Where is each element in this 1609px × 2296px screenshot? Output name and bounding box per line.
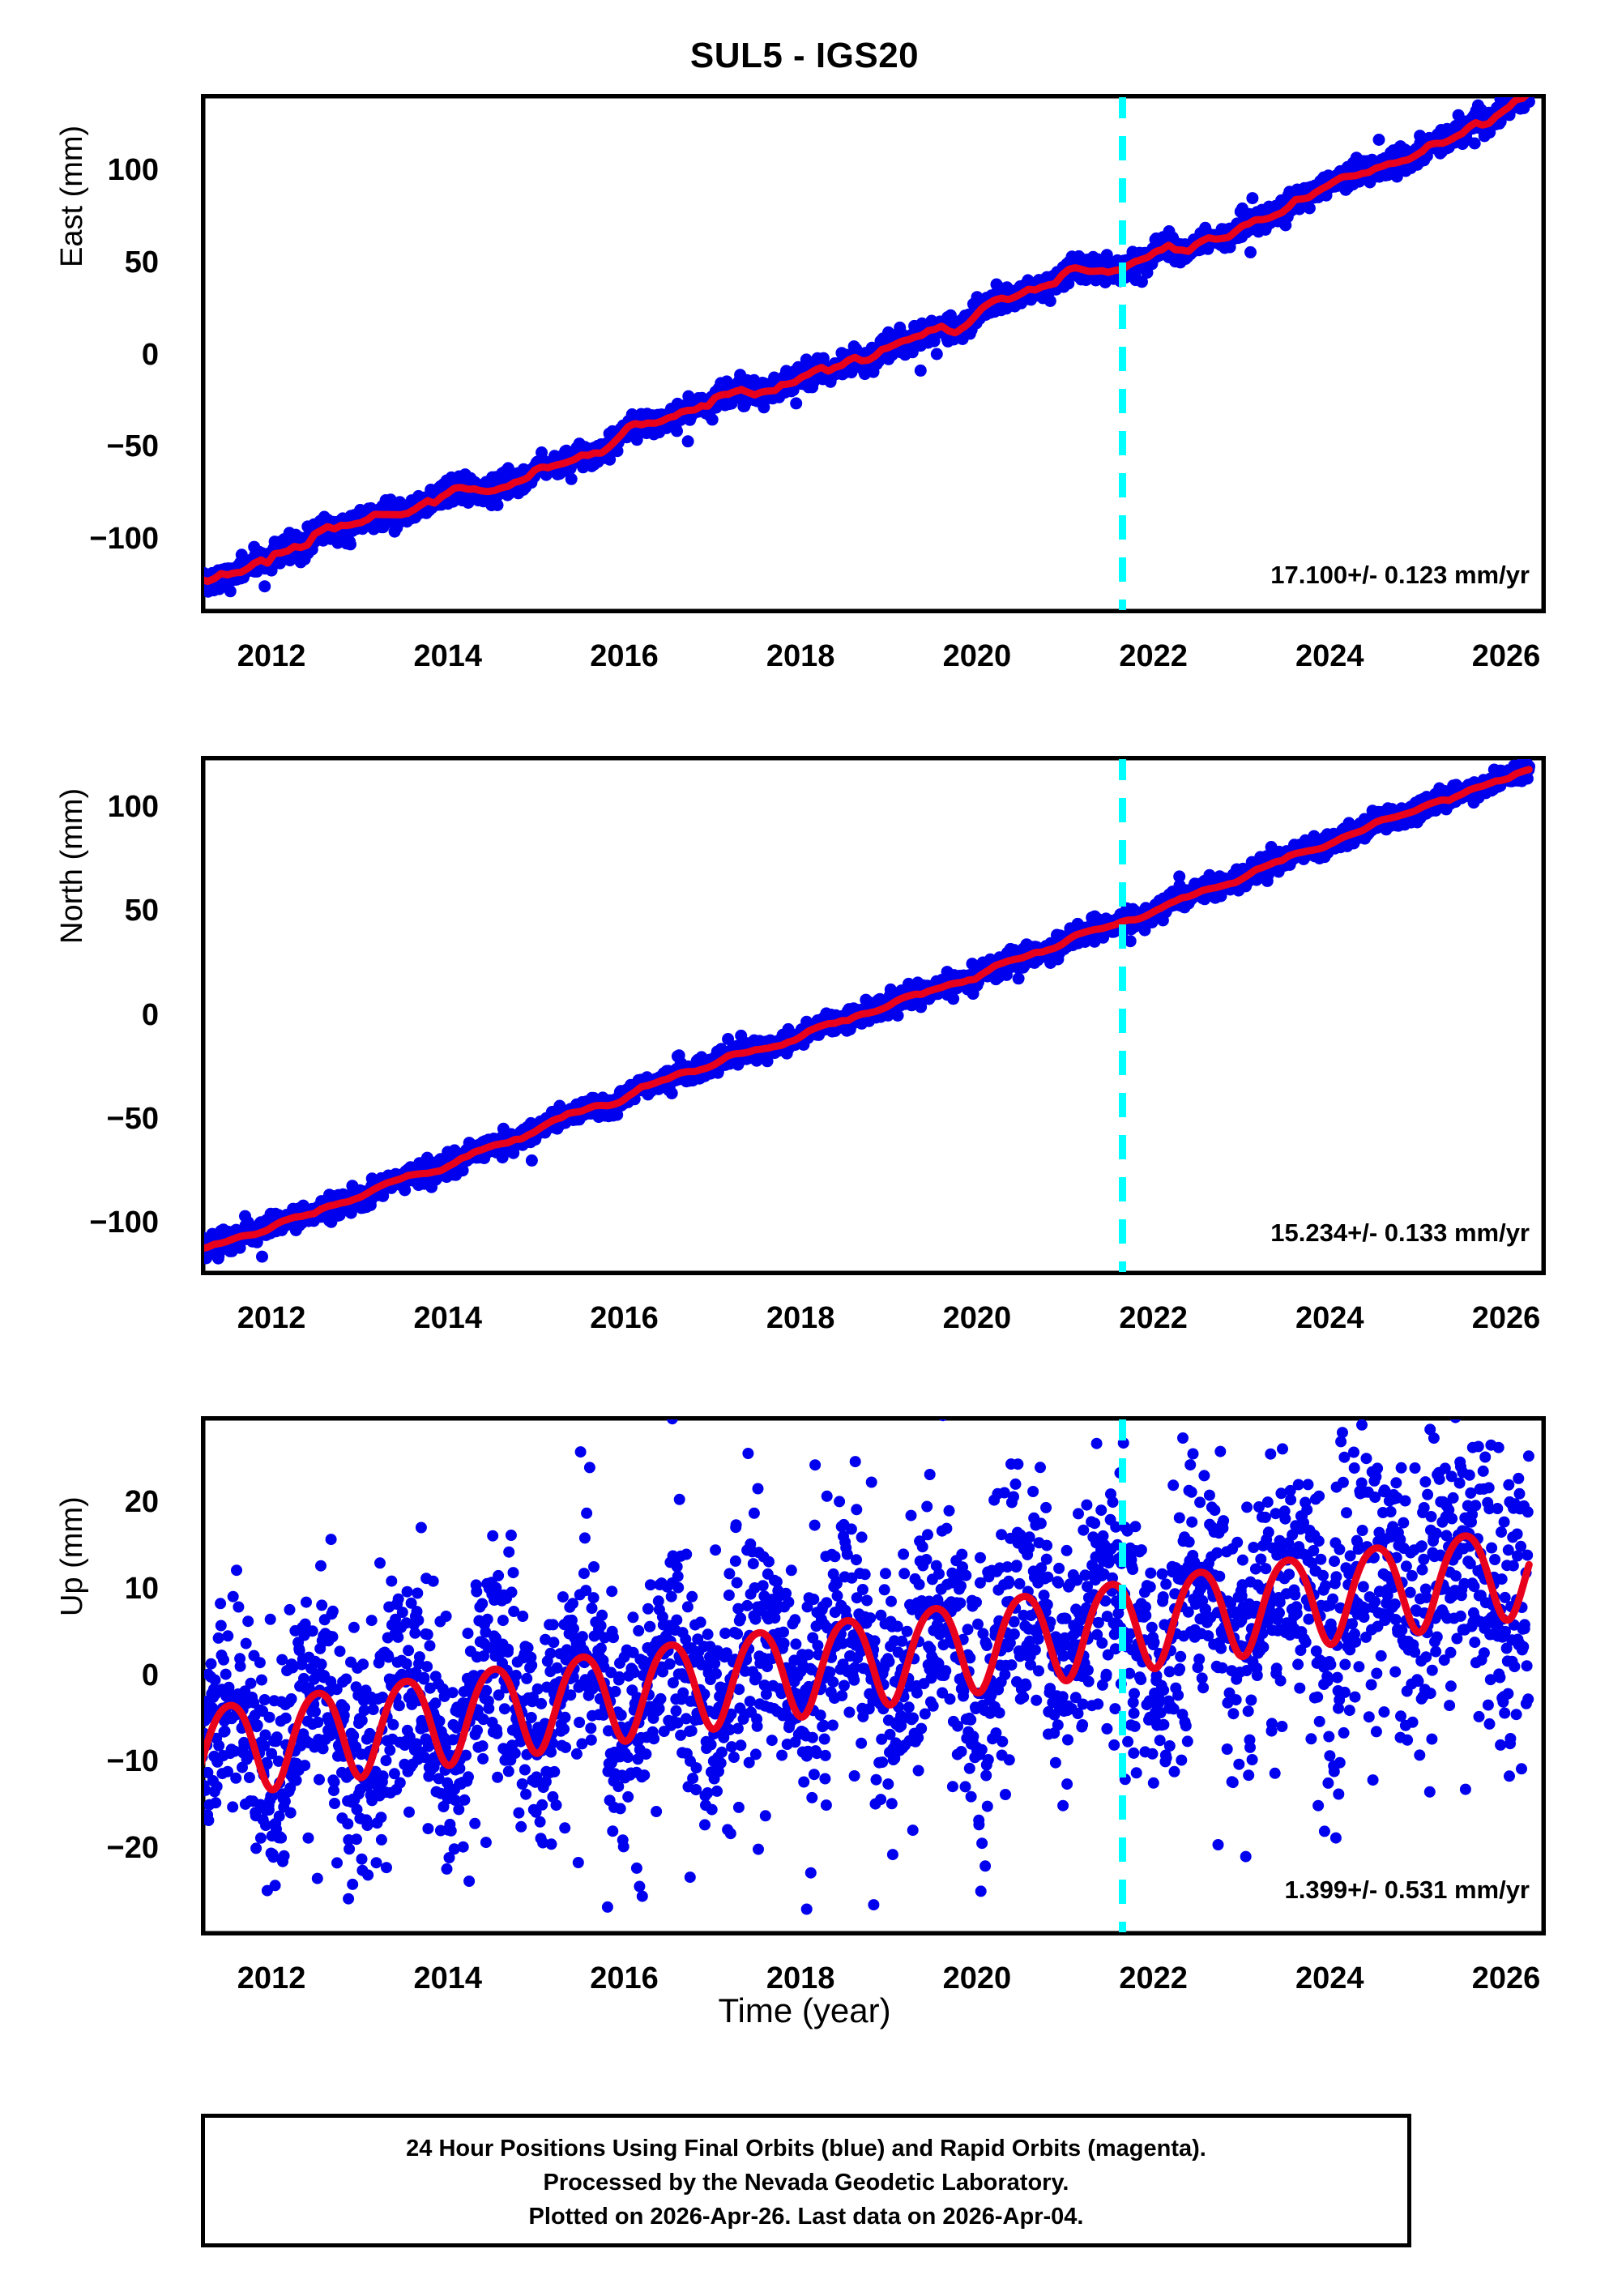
xtick-label: 2014 [383,639,513,674]
xtick-label: 2020 [912,639,1042,674]
xtick-label: 2026 [1441,639,1571,674]
xtick-label: 2024 [1265,1301,1394,1336]
ytick-label: 50 [0,894,159,928]
panel-east-rate-label: 17.100+/- 0.123 mm/yr [1060,561,1530,590]
footer-line-2: Processed by the Nevada Geodetic Laborat… [205,2171,1407,2195]
data-layer [201,94,1535,613]
ytick-label: 10 [0,1572,159,1607]
xtick-label: 2018 [736,1301,865,1336]
panel-up [201,1416,1546,1935]
panel-up-plot [201,1416,1546,1935]
xtick-label: 2022 [1089,1301,1218,1336]
panel-up-rate-label: 1.399+/- 0.531 mm/yr [1060,1876,1530,1905]
data-layer [201,1416,1534,1935]
ytick-label: −20 [0,1831,159,1866]
xtick-label: 2026 [1441,1301,1571,1336]
panel-north-plot [201,756,1546,1275]
xtick-label: 2012 [207,639,336,674]
x-axis-title: Time (year) [0,1991,1609,2030]
ytick-label: 100 [0,153,159,188]
ytick-label: −10 [0,1744,159,1779]
xtick-label: 2014 [383,1301,513,1336]
ytick-label: 0 [0,998,159,1033]
xtick-label: 2016 [559,639,689,674]
footer-line-1: 24 Hour Positions Using Final Orbits (bl… [205,2137,1407,2161]
xtick-label: 2020 [912,1301,1042,1336]
xtick-label: 2018 [736,639,865,674]
footer-caption-box: 24 Hour Positions Using Final Orbits (bl… [201,2114,1411,2247]
ytick-label: 0 [0,1658,159,1693]
ytick-label: 100 [0,790,159,825]
ytick-label: −100 [0,1206,159,1240]
panel-north-rate-label: 15.234+/- 0.133 mm/yr [1060,1218,1530,1248]
panel-east-plot [201,94,1546,613]
panel-east [201,94,1546,613]
scatter-points [201,1416,1534,1935]
ytick-label: 20 [0,1485,159,1520]
ytick-label: 50 [0,245,159,280]
ytick-label: −50 [0,1102,159,1137]
ytick-label: −50 [0,429,159,464]
xtick-label: 2024 [1265,639,1394,674]
xtick-label: 2022 [1089,639,1218,674]
data-layer [201,756,1535,1275]
scatter-points [201,94,1535,598]
footer-line-3: Plotted on 2026-Apr-26. Last data on 202… [205,2205,1407,2229]
ytick-label: 0 [0,338,159,373]
page-title: SUL5 - IGS20 [0,36,1609,76]
xtick-label: 2012 [207,1301,336,1336]
panel-north [201,756,1546,1275]
ytick-label: −100 [0,522,159,557]
xtick-label: 2016 [559,1301,689,1336]
